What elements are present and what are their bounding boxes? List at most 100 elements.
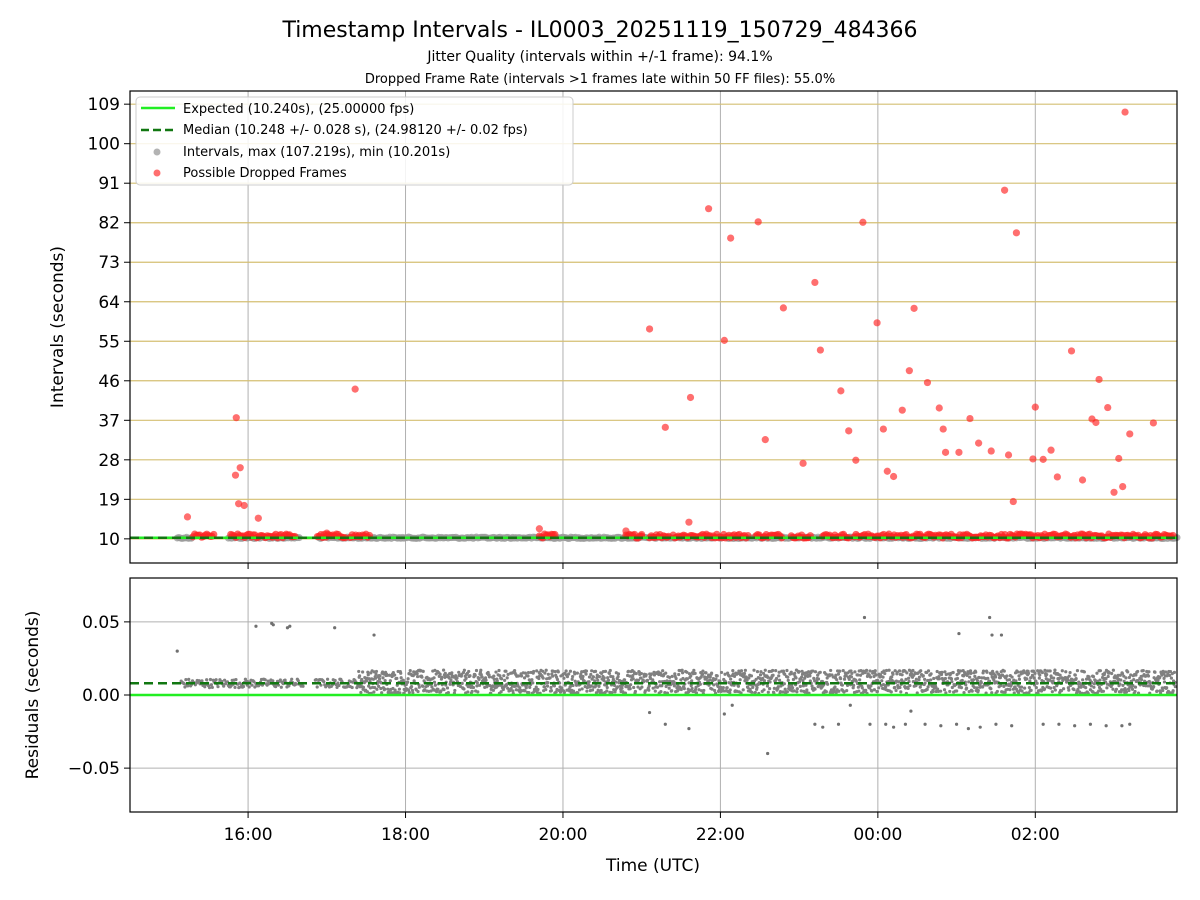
residual-point xyxy=(377,684,381,688)
residual-point xyxy=(672,684,676,688)
residual-point xyxy=(1161,688,1165,693)
dropped-frame-point xyxy=(183,513,192,521)
residual-point xyxy=(951,670,955,675)
dropped-frame-point xyxy=(686,393,695,402)
residual-point xyxy=(640,685,644,689)
residual-point xyxy=(881,675,885,679)
residual-point xyxy=(655,685,660,689)
residual-point xyxy=(495,679,499,683)
residual-point xyxy=(475,684,479,688)
residual-point xyxy=(1053,688,1057,692)
residual-point xyxy=(693,671,697,676)
residual-point xyxy=(906,676,911,680)
residual-point xyxy=(797,670,801,674)
residual-point xyxy=(1111,687,1115,691)
residual-point xyxy=(616,685,620,689)
residual-point xyxy=(491,688,495,692)
residual-outlier xyxy=(175,649,179,653)
residual-point xyxy=(752,668,756,672)
residual-outlier xyxy=(988,615,992,620)
residual-point xyxy=(759,670,763,674)
residual-point xyxy=(556,670,560,674)
residual-point xyxy=(768,687,772,691)
residual-point xyxy=(1032,676,1036,680)
residual-point xyxy=(1082,670,1086,674)
residual-point xyxy=(590,669,594,673)
residual-point xyxy=(795,687,799,691)
residual-point xyxy=(702,688,706,693)
residual-outlier xyxy=(1104,724,1108,728)
residual-point xyxy=(466,690,470,694)
residual-outlier xyxy=(722,712,726,716)
residual-point xyxy=(771,673,775,677)
residual-point xyxy=(1087,675,1091,679)
residual-point xyxy=(571,689,576,693)
residual-point xyxy=(727,674,731,678)
residual-point xyxy=(905,671,909,675)
residual-point xyxy=(420,675,424,679)
residual-point xyxy=(839,677,843,681)
dropped-frame-point xyxy=(705,205,713,213)
residual-point xyxy=(504,669,508,673)
residual-point xyxy=(1064,670,1068,674)
residual-point xyxy=(728,691,732,695)
residual-point xyxy=(545,684,550,688)
residual-point xyxy=(959,686,964,690)
residual-point xyxy=(1027,685,1031,690)
dropped-frame-point xyxy=(1012,229,1021,237)
residual-point xyxy=(917,678,921,682)
residual-point xyxy=(721,686,725,690)
dropped-frame-point xyxy=(210,530,218,539)
residual-point xyxy=(812,676,816,680)
residual-outlier xyxy=(868,722,872,726)
residual-point xyxy=(1131,683,1135,688)
residual-point xyxy=(718,679,722,683)
residual-point xyxy=(388,679,392,683)
dropped-frame-point xyxy=(1031,403,1039,411)
residual-point xyxy=(526,674,530,678)
residual-point xyxy=(365,690,369,694)
top-x-ticks xyxy=(247,563,1036,569)
residual-point xyxy=(366,670,370,674)
residual-point xyxy=(1165,686,1169,690)
residual-point xyxy=(680,671,685,675)
residual-point xyxy=(1139,678,1144,682)
residual-point xyxy=(462,668,466,672)
residual-point xyxy=(708,675,712,679)
residual-point xyxy=(837,689,841,693)
residual-point xyxy=(962,691,966,695)
residual-point xyxy=(981,669,986,673)
dropped-frame-point xyxy=(323,529,331,537)
residual-point xyxy=(543,671,547,675)
residual-point xyxy=(1049,686,1053,690)
bottom-panel: 0.05 0.00 −0.05 16:00 18:00 20:00 22:00 00:00 0… xyxy=(23,577,1178,876)
residual-point xyxy=(836,672,841,676)
residual-point xyxy=(565,675,570,679)
residual-point xyxy=(214,678,218,682)
residual-point xyxy=(364,679,369,683)
dropped-frame-point xyxy=(905,367,913,375)
dropped-frame-point xyxy=(1039,455,1047,463)
residual-outlier xyxy=(1120,724,1124,728)
residual-point xyxy=(591,675,595,679)
residual-outlier xyxy=(990,633,994,637)
residual-point xyxy=(377,677,382,681)
residual-point xyxy=(776,685,780,689)
residual-point xyxy=(241,684,246,689)
residual-point xyxy=(813,687,817,691)
residual-point xyxy=(969,671,973,676)
residual-point xyxy=(523,689,527,693)
residual-point xyxy=(687,681,691,685)
residual-point xyxy=(551,674,555,678)
residual-point xyxy=(549,689,553,693)
residual-point xyxy=(940,670,944,674)
residual-point xyxy=(929,678,933,682)
dropped-frame-point xyxy=(799,459,807,467)
residual-point xyxy=(636,678,641,682)
residual-point xyxy=(411,691,415,695)
residual-point xyxy=(636,685,640,689)
residual-point xyxy=(567,672,571,676)
residual-point xyxy=(785,668,789,673)
residual-point xyxy=(798,684,802,689)
